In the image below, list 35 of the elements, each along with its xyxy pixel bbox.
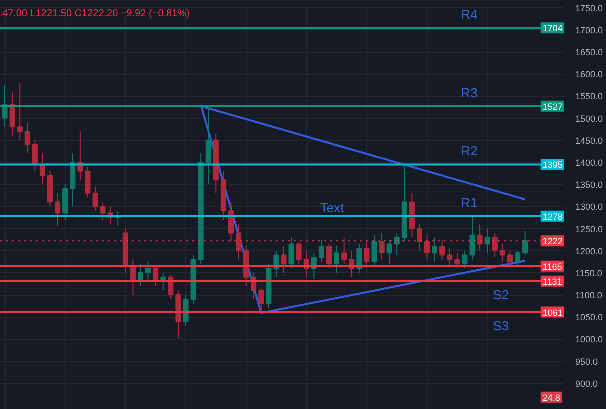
annotation: R4 — [461, 7, 478, 22]
y-tick-label: 1550.0 — [576, 92, 604, 102]
ref-line-label: 1278 — [542, 212, 563, 222]
y-tick-label: 1500.0 — [576, 114, 604, 124]
y-tick-label: 1350.0 — [576, 180, 604, 190]
annotation: R3 — [461, 85, 478, 100]
y-tick-label: 1700.0 — [576, 25, 604, 36]
ref-line-label: 1527 — [542, 102, 563, 112]
annotation: 47.00 L1221.50 C1222.20 −9.92 (−0.81%) — [2, 8, 190, 20]
annotation: S3 — [493, 318, 510, 334]
y-tick-label: 1000.0 — [576, 334, 604, 345]
y-tick-label: 1250.0 — [576, 224, 604, 234]
ref-line-label: 1395 — [542, 160, 563, 170]
y-tick-label: 1750.0 — [576, 3, 604, 14]
ref-line-label: 1222 — [542, 236, 563, 247]
annotation: S2 — [493, 287, 510, 302]
y-tick-label: 1300.0 — [576, 202, 604, 212]
y-tick-label: 1600.0 — [576, 70, 604, 80]
annotation: Text — [320, 200, 345, 216]
y-tick-label: 900.0 — [576, 378, 598, 389]
y-tick-label: 1150.0 — [576, 268, 602, 278]
y-tick-label: 1650.0 — [576, 48, 604, 58]
ref-line-label: 1131 — [542, 276, 562, 287]
y-tick-label: 1050.0 — [576, 312, 604, 323]
y-tick-label: 950.0 — [576, 356, 598, 367]
ref-line-label: 1061 — [542, 308, 563, 318]
annotation: R1 — [461, 195, 478, 210]
y-tick-label: 1100.0 — [576, 290, 602, 301]
ref-line-label: 1704 — [542, 24, 563, 34]
text: 24.8 — [542, 392, 560, 403]
annotation: R2 — [461, 144, 478, 159]
y-tick-label: 1400.0 — [576, 158, 604, 168]
y-tick-label: 1450.0 — [576, 136, 604, 146]
y-tick-label: 1200.0 — [576, 246, 604, 256]
ref-line-label: 1165 — [542, 262, 562, 272]
